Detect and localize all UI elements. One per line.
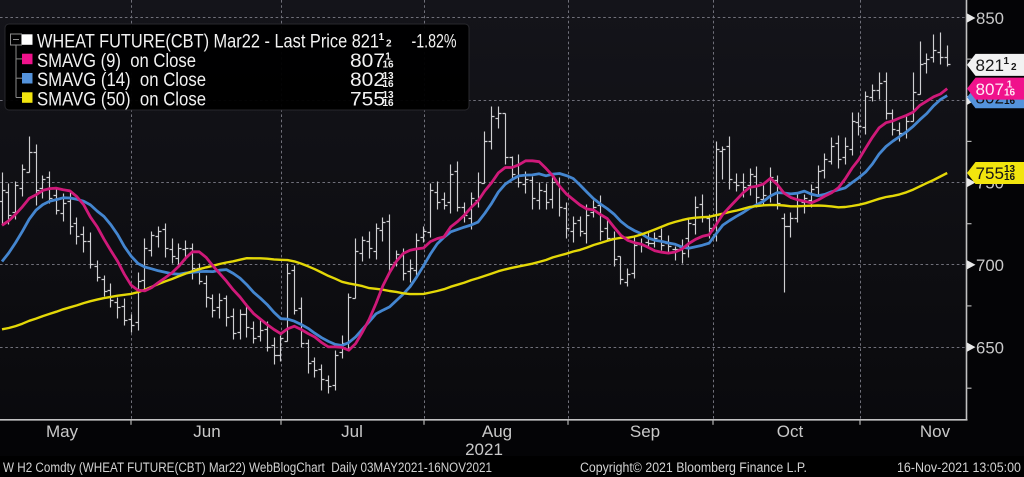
svg-text:16: 16 — [1004, 172, 1016, 183]
svg-text:16: 16 — [382, 60, 394, 71]
svg-text:-1.82%: -1.82% — [412, 32, 457, 53]
svg-text:807: 807 — [976, 80, 1005, 99]
svg-text:Oct: Oct — [777, 422, 804, 441]
svg-text:755: 755 — [350, 90, 385, 111]
svg-text:2021: 2021 — [465, 440, 503, 459]
svg-text:SMAVG (14) on Close: SMAVG (14) on Close — [37, 70, 206, 91]
svg-text:Aug: Aug — [482, 422, 512, 441]
svg-text:2: 2 — [386, 38, 392, 49]
svg-text:807: 807 — [350, 51, 385, 72]
svg-text:1: 1 — [1007, 80, 1013, 91]
svg-text:850: 850 — [976, 9, 1004, 28]
svg-text:821: 821 — [976, 56, 1005, 75]
svg-text:13: 13 — [1004, 164, 1016, 175]
svg-text:Copyright© 2021 Bloomberg Fina: Copyright© 2021 Bloomberg Finance L.P. — [580, 460, 807, 475]
svg-text:W H2 Comdty (WHEAT FUTURE(CBT): W H2 Comdty (WHEAT FUTURE(CBT) Mar22) We… — [3, 460, 492, 475]
svg-text:13: 13 — [382, 71, 394, 82]
svg-text:SMAVG (9) on Close: SMAVG (9) on Close — [37, 51, 196, 72]
svg-text:700: 700 — [976, 256, 1004, 275]
svg-text:16: 16 — [1004, 96, 1016, 107]
svg-text:Sep: Sep — [630, 422, 660, 441]
svg-text:1: 1 — [1004, 56, 1010, 67]
svg-text:Jul: Jul — [341, 422, 363, 441]
svg-text:650: 650 — [976, 338, 1004, 357]
svg-text:Nov: Nov — [920, 422, 951, 441]
svg-text:2: 2 — [1011, 62, 1017, 73]
svg-text:755: 755 — [976, 164, 1005, 183]
svg-text:Jun: Jun — [193, 422, 220, 441]
svg-text:16: 16 — [1004, 87, 1016, 98]
svg-text:16: 16 — [382, 98, 394, 109]
svg-text:13: 13 — [382, 90, 394, 101]
svg-text:SMAVG (50) on Close: SMAVG (50) on Close — [37, 90, 206, 111]
svg-text:May: May — [46, 422, 79, 441]
svg-text:1: 1 — [379, 32, 385, 43]
svg-text:16-Nov-2021 13:05:00: 16-Nov-2021 13:05:00 — [897, 460, 1021, 475]
svg-text:802: 802 — [350, 70, 385, 91]
svg-text:1: 1 — [385, 52, 391, 63]
svg-text:WHEAT FUTURE(CBT) Mar22 - Last: WHEAT FUTURE(CBT) Mar22 - Last Price 821 — [37, 32, 379, 53]
svg-text:16: 16 — [382, 79, 394, 90]
